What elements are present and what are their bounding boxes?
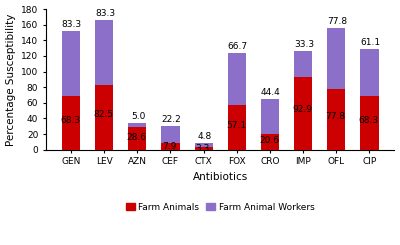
- Bar: [228, 105, 246, 150]
- Text: 68.3: 68.3: [358, 116, 379, 125]
- Bar: [327, 28, 346, 89]
- Text: 77.8: 77.8: [327, 17, 347, 26]
- Bar: [128, 127, 146, 150]
- Text: 57.1: 57.1: [226, 121, 246, 130]
- Bar: [294, 51, 312, 77]
- Text: 4.8: 4.8: [198, 132, 212, 141]
- Text: 5.0: 5.0: [131, 112, 145, 122]
- Text: 33.3: 33.3: [294, 40, 314, 49]
- Text: 7.9: 7.9: [162, 142, 177, 151]
- Bar: [228, 53, 246, 105]
- Bar: [128, 123, 146, 127]
- Text: 66.7: 66.7: [228, 42, 248, 51]
- Text: 22.2: 22.2: [162, 115, 181, 124]
- Text: 83.3: 83.3: [95, 9, 115, 18]
- Bar: [327, 89, 346, 150]
- Bar: [95, 20, 113, 85]
- Bar: [360, 49, 379, 96]
- Text: 77.8: 77.8: [325, 112, 346, 121]
- Text: 92.9: 92.9: [292, 105, 312, 114]
- Text: 44.4: 44.4: [261, 88, 281, 97]
- Bar: [62, 96, 80, 150]
- Text: 3.3: 3.3: [196, 144, 210, 153]
- Bar: [194, 143, 213, 147]
- Bar: [261, 99, 279, 134]
- Bar: [161, 144, 180, 150]
- Text: 82.5: 82.5: [93, 110, 113, 119]
- Text: 61.1: 61.1: [360, 38, 380, 47]
- Text: 20.6: 20.6: [259, 136, 279, 145]
- X-axis label: Antibiotics: Antibiotics: [192, 172, 248, 182]
- Bar: [95, 85, 113, 150]
- Y-axis label: Percentage Susceptibility: Percentage Susceptibility: [6, 13, 16, 146]
- Bar: [261, 134, 279, 150]
- Bar: [62, 31, 80, 96]
- Legend: Farm Animals, Farm Animal Workers: Farm Animals, Farm Animal Workers: [122, 199, 318, 215]
- Bar: [360, 96, 379, 150]
- Text: 83.3: 83.3: [62, 20, 82, 29]
- Text: 28.6: 28.6: [126, 133, 146, 142]
- Bar: [294, 77, 312, 150]
- Bar: [161, 126, 180, 144]
- Bar: [194, 147, 213, 150]
- Text: 68.3: 68.3: [60, 116, 80, 125]
